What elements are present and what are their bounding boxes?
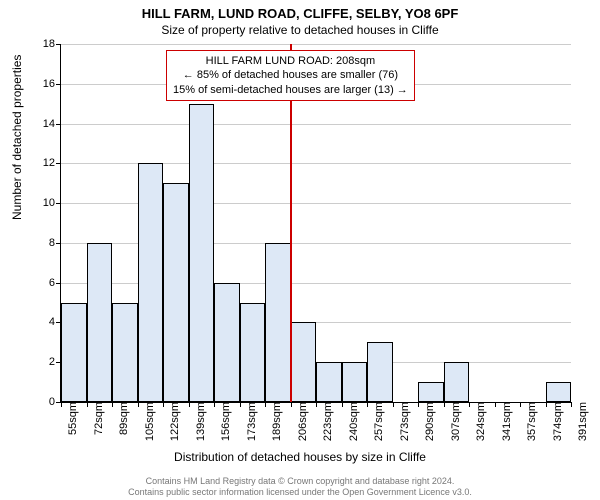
- x-tick-mark: [546, 402, 547, 407]
- x-tick-label: 290sqm: [421, 402, 436, 441]
- histogram-bar: [546, 382, 572, 402]
- annotation-line2: ← 85% of detached houses are smaller (76…: [173, 68, 408, 82]
- y-tick-label: 0: [49, 396, 61, 408]
- x-tick-mark: [393, 402, 394, 407]
- x-tick-mark: [469, 402, 470, 407]
- x-tick-mark: [418, 402, 419, 407]
- x-tick-label: 189sqm: [268, 402, 283, 441]
- x-tick-label: 89sqm: [115, 402, 130, 435]
- annotation-line1: HILL FARM LUND ROAD: 208sqm: [173, 54, 408, 68]
- histogram-bar: [265, 243, 291, 402]
- x-tick-mark: [316, 402, 317, 407]
- y-tick-label: 18: [43, 38, 61, 50]
- histogram-bar: [316, 362, 342, 402]
- y-tick-label: 6: [49, 277, 61, 289]
- x-tick-label: 156sqm: [217, 402, 232, 441]
- histogram-bar: [138, 163, 164, 402]
- histogram-bar: [61, 303, 87, 402]
- x-tick-label: 223sqm: [319, 402, 334, 441]
- x-tick-mark: [214, 402, 215, 407]
- chart-title: HILL FARM, LUND ROAD, CLIFFE, SELBY, YO8…: [0, 0, 600, 21]
- histogram-bar: [214, 283, 240, 402]
- histogram-bar: [240, 303, 266, 402]
- histogram-bar: [342, 362, 368, 402]
- footer-line-1: Contains HM Land Registry data © Crown c…: [0, 476, 600, 487]
- annotation-line3: 15% of semi-detached houses are larger (…: [173, 83, 408, 97]
- grid-line: [61, 44, 571, 45]
- y-tick-label: 14: [43, 118, 61, 130]
- histogram-bar: [87, 243, 113, 402]
- histogram-bar: [291, 322, 317, 402]
- x-tick-mark: [87, 402, 88, 407]
- chart-subtitle: Size of property relative to detached ho…: [0, 21, 600, 37]
- footer: Contains HM Land Registry data © Crown c…: [0, 476, 600, 498]
- x-tick-label: 55sqm: [64, 402, 79, 435]
- x-tick-mark: [163, 402, 164, 407]
- x-tick-label: 122sqm: [166, 402, 181, 441]
- y-tick-label: 2: [49, 356, 61, 368]
- y-tick-label: 16: [43, 78, 61, 90]
- x-tick-mark: [240, 402, 241, 407]
- x-tick-label: 341sqm: [498, 402, 513, 441]
- x-tick-mark: [495, 402, 496, 407]
- chart-container: HILL FARM, LUND ROAD, CLIFFE, SELBY, YO8…: [0, 0, 600, 500]
- plot-area: 02468101214161855sqm72sqm89sqm105sqm122s…: [60, 44, 571, 403]
- histogram-bar: [418, 382, 444, 402]
- x-tick-label: 139sqm: [192, 402, 207, 441]
- x-tick-label: 324sqm: [472, 402, 487, 441]
- x-tick-label: 173sqm: [243, 402, 258, 441]
- x-tick-label: 240sqm: [345, 402, 360, 441]
- histogram-bar: [112, 303, 138, 402]
- histogram-bar: [163, 183, 189, 402]
- x-tick-mark: [367, 402, 368, 407]
- histogram-bar: [444, 362, 470, 402]
- x-tick-label: 357sqm: [523, 402, 538, 441]
- y-tick-label: 8: [49, 237, 61, 249]
- x-tick-label: 391sqm: [574, 402, 589, 441]
- annotation-box: HILL FARM LUND ROAD: 208sqm← 85% of deta…: [166, 50, 415, 101]
- x-tick-mark: [138, 402, 139, 407]
- x-tick-label: 374sqm: [549, 402, 564, 441]
- x-tick-mark: [265, 402, 266, 407]
- x-tick-label: 257sqm: [370, 402, 385, 441]
- x-tick-mark: [189, 402, 190, 407]
- y-axis-label: Number of detached properties: [10, 55, 24, 220]
- y-tick-label: 4: [49, 316, 61, 328]
- y-tick-label: 12: [43, 157, 61, 169]
- x-tick-mark: [61, 402, 62, 407]
- x-tick-mark: [520, 402, 521, 407]
- x-tick-mark: [342, 402, 343, 407]
- footer-line-2: Contains public sector information licen…: [0, 487, 600, 498]
- y-tick-label: 10: [43, 197, 61, 209]
- x-tick-mark: [291, 402, 292, 407]
- histogram-bar: [367, 342, 393, 402]
- x-tick-label: 72sqm: [90, 402, 105, 435]
- x-tick-mark: [444, 402, 445, 407]
- x-tick-label: 206sqm: [294, 402, 309, 441]
- histogram-bar: [189, 104, 215, 402]
- x-tick-label: 105sqm: [141, 402, 156, 441]
- x-tick-label: 307sqm: [447, 402, 462, 441]
- x-tick-mark: [571, 402, 572, 407]
- x-axis-label: Distribution of detached houses by size …: [0, 450, 600, 464]
- x-tick-label: 273sqm: [396, 402, 411, 441]
- grid-line: [61, 124, 571, 125]
- x-tick-mark: [112, 402, 113, 407]
